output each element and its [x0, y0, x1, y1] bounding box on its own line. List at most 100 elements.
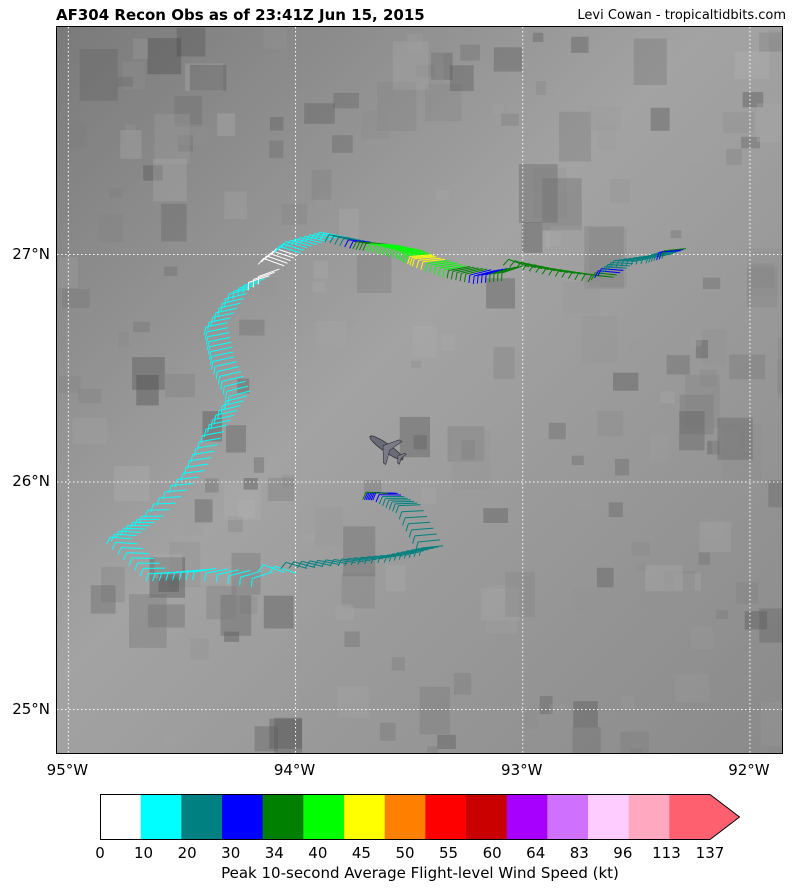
wind-barb — [433, 262, 458, 275]
wind-barb — [304, 560, 332, 568]
cloud-cell — [312, 281, 326, 293]
cloud-cell — [194, 499, 213, 523]
wind-barb — [653, 251, 679, 262]
cloud-cell — [90, 585, 116, 614]
wind-barb — [418, 545, 444, 556]
cloud-cell — [190, 638, 209, 660]
cloud-cell — [535, 81, 547, 96]
cloud-cell — [670, 230, 682, 239]
wind-barb — [493, 266, 516, 282]
colorbar-segment — [547, 795, 589, 839]
wind-barb — [183, 463, 208, 475]
satellite-map[interactable] — [56, 26, 783, 754]
colorbar-tick-label: 34 — [264, 844, 284, 862]
cloud-cell — [122, 61, 145, 90]
cloud-cell — [768, 480, 782, 508]
wind-barb — [139, 567, 166, 577]
cloud-cell — [699, 521, 732, 552]
cloud-cell — [702, 277, 721, 290]
cloud-cell — [571, 36, 589, 53]
cloud-cell — [312, 279, 353, 328]
wind-barb — [541, 267, 569, 275]
wind-barb — [459, 267, 483, 282]
lon-tick-label: 93°W — [501, 761, 543, 779]
colorbar-tick-label: 137 — [695, 844, 725, 862]
lat-tick-label: 26°N — [12, 472, 50, 490]
wind-barb — [450, 266, 475, 280]
wind-barb — [227, 569, 251, 584]
wind-barb — [288, 561, 316, 569]
wind-barb — [597, 268, 624, 277]
wind-barb — [261, 255, 288, 264]
cloud-cell — [176, 27, 206, 57]
wind-barb — [207, 419, 231, 433]
cloud-cell — [747, 248, 782, 296]
cloud-cell — [679, 394, 714, 435]
cloud-cell — [118, 331, 129, 347]
cloud-cell — [614, 458, 630, 476]
colorbar-tick-label: 64 — [526, 844, 546, 862]
wind-barb — [224, 395, 247, 410]
wind-barb — [106, 536, 133, 545]
wind-barb — [658, 249, 684, 260]
wind-barb — [187, 457, 212, 469]
cloud-cell — [224, 191, 247, 220]
cloud-cell — [621, 696, 635, 709]
colorbar-segment — [303, 795, 345, 839]
cloud-cell — [691, 626, 713, 650]
wind-barb — [205, 332, 230, 345]
cloud-cell — [461, 439, 476, 460]
wind-barb — [648, 253, 674, 263]
wind-barb — [388, 248, 415, 257]
wind-barb — [215, 366, 239, 380]
wind-barb — [594, 270, 621, 279]
wind-barb — [382, 497, 408, 506]
wind-barb — [210, 356, 235, 370]
cloud-cell — [437, 734, 456, 749]
wind-barb — [110, 533, 137, 542]
cloud-cell — [673, 573, 701, 591]
wind-barb — [412, 533, 437, 544]
wind-barb — [227, 390, 251, 405]
wind-barb — [501, 265, 523, 282]
cloud-cell — [147, 38, 182, 75]
wind-barb — [209, 351, 234, 365]
cloud-cell — [759, 32, 782, 52]
wind-barb — [215, 569, 239, 583]
cloud-cell — [639, 582, 674, 607]
cloud-cell — [72, 418, 108, 445]
wind-barb — [227, 288, 251, 303]
wind-barb — [162, 489, 188, 500]
wind-barb — [378, 496, 405, 505]
cloud-cell — [121, 249, 145, 286]
cloud-cell — [777, 337, 782, 394]
lat-tick-label: 27°N — [12, 244, 50, 263]
cloud-cell — [635, 562, 647, 571]
cloud-cell — [269, 117, 284, 131]
cloud-cell — [772, 219, 782, 231]
cloud-cell — [224, 484, 261, 521]
wind-barb — [656, 250, 681, 261]
cloud-cell — [132, 38, 149, 60]
wind-barb — [224, 293, 247, 307]
colorbar-segment — [506, 795, 548, 839]
cloud-cell — [165, 374, 195, 398]
cloud-cell — [143, 165, 163, 181]
cloud-cell — [573, 701, 598, 728]
wind-barb — [190, 450, 215, 463]
cloud-cell — [524, 710, 538, 729]
wind-barb — [203, 322, 228, 335]
cloud-cell — [239, 319, 265, 336]
colorbar-segment — [588, 795, 630, 839]
cloud-cell — [597, 410, 624, 437]
wind-barb — [463, 268, 488, 283]
cloud-cell — [136, 375, 159, 406]
wind-barb — [408, 547, 434, 558]
cloud-cell — [596, 567, 614, 588]
colorbar-tick-label: 113 — [652, 844, 681, 862]
colorbar-tick-label: 96 — [613, 844, 633, 862]
cloud-cell — [542, 178, 582, 231]
cloud-cell — [631, 542, 650, 556]
wind-barb — [407, 254, 432, 265]
wind-barb — [213, 307, 238, 321]
